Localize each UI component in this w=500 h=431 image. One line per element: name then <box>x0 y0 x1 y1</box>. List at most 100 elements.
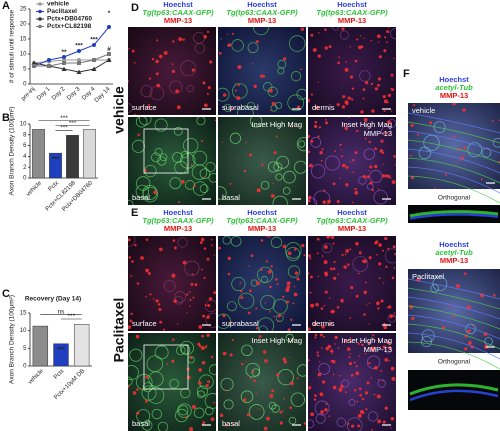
cell <box>288 35 306 52</box>
cell <box>180 345 191 355</box>
cell <box>465 323 476 335</box>
spot <box>364 391 369 395</box>
spot <box>341 27 345 31</box>
spot <box>345 183 349 187</box>
spot <box>260 239 264 242</box>
spot <box>350 374 354 377</box>
spot <box>205 344 208 347</box>
spot <box>391 180 396 184</box>
spot <box>218 246 222 250</box>
spot <box>320 347 323 349</box>
spot <box>493 293 496 297</box>
spot <box>381 174 386 178</box>
spot <box>136 411 140 415</box>
spot <box>308 150 311 154</box>
spot <box>163 377 165 379</box>
spot <box>286 285 291 289</box>
spot <box>376 394 381 399</box>
spot <box>390 73 394 77</box>
spot <box>243 169 247 173</box>
cell <box>177 237 188 248</box>
spot <box>287 328 291 331</box>
spot <box>189 427 194 431</box>
micrograph <box>128 117 216 205</box>
spot <box>324 273 328 277</box>
spot <box>339 143 342 146</box>
spot <box>373 366 378 370</box>
spot <box>272 182 274 185</box>
spot <box>263 426 268 431</box>
micrograph <box>218 236 306 331</box>
spot <box>198 325 203 329</box>
spot <box>157 303 161 306</box>
spot <box>130 274 132 277</box>
cell <box>290 392 306 407</box>
spot <box>355 371 360 376</box>
cell <box>273 162 283 172</box>
spot <box>135 334 140 339</box>
cell <box>340 379 350 388</box>
spot <box>391 376 396 381</box>
spot <box>322 200 327 205</box>
spot <box>353 361 356 364</box>
cell <box>218 186 227 200</box>
y-tick-label: 20 <box>20 22 27 28</box>
spot <box>359 393 363 397</box>
spot <box>189 298 192 301</box>
orthogonal-signal <box>409 213 499 220</box>
spot <box>220 38 222 40</box>
spot <box>463 146 467 150</box>
spot <box>156 39 159 42</box>
bar <box>73 324 90 367</box>
spot <box>384 174 388 178</box>
spot <box>338 387 343 392</box>
cell <box>174 160 188 175</box>
spot <box>358 355 360 358</box>
fiber <box>407 130 500 154</box>
spot <box>140 388 142 390</box>
spot <box>266 236 269 238</box>
spot <box>269 236 272 238</box>
spot <box>245 360 247 363</box>
spot <box>388 27 390 28</box>
spot <box>252 62 254 65</box>
spot <box>209 60 213 64</box>
spot <box>176 105 181 110</box>
spot <box>352 159 355 162</box>
spot <box>361 260 364 263</box>
spot <box>255 307 258 310</box>
spot <box>202 81 206 85</box>
spot <box>349 317 352 319</box>
spot <box>316 354 320 357</box>
spot <box>345 391 347 394</box>
spot <box>346 347 351 351</box>
spot <box>434 187 437 189</box>
spot <box>372 337 375 339</box>
spot <box>386 30 390 34</box>
cell <box>260 294 276 311</box>
spot <box>368 302 371 305</box>
panel-letter: C <box>2 288 10 300</box>
spot <box>249 153 253 157</box>
spot <box>328 415 331 418</box>
micrograph <box>308 27 396 115</box>
spot <box>155 299 159 303</box>
spot <box>330 359 333 363</box>
cell <box>237 105 254 115</box>
stain-label: Hoechst <box>439 240 469 249</box>
spot <box>384 36 387 39</box>
spot <box>329 267 333 271</box>
spot <box>279 421 283 425</box>
bracket-label: *** <box>69 120 77 127</box>
spot <box>200 345 205 350</box>
texture <box>308 27 396 114</box>
condition-label: Paclitaxel <box>111 298 127 363</box>
tile-label: basal <box>132 193 150 202</box>
fiber <box>407 287 500 310</box>
spot <box>213 291 216 295</box>
spot <box>327 199 331 204</box>
panel-letter: F <box>403 68 410 80</box>
cell <box>222 236 232 245</box>
spot <box>393 266 396 269</box>
